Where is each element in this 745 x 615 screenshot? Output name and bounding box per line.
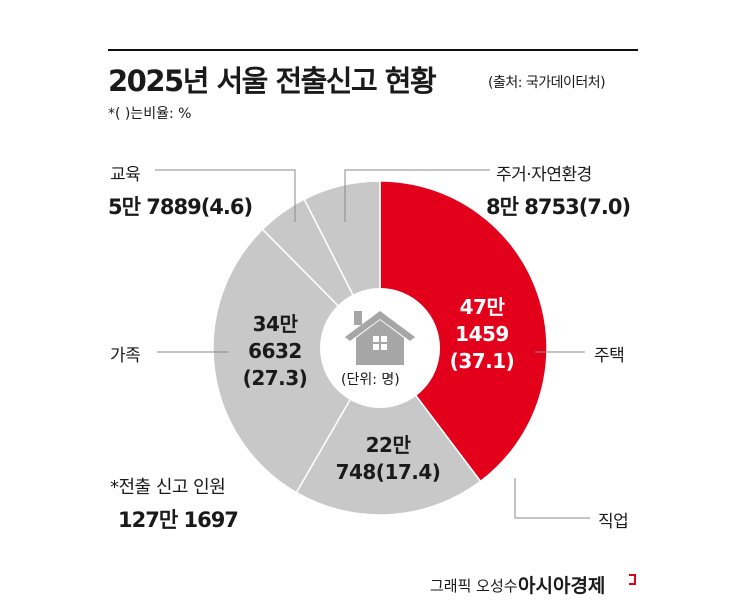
slice-label-job: 22만 748(17.4) (318, 432, 458, 486)
housing-percent: (37.1) (449, 349, 515, 373)
leader-line-job (514, 478, 590, 519)
brand-logo: 아시아경제 (518, 575, 606, 597)
chart-title: 2025년 서울 전출신고 현황 (108, 64, 437, 98)
label-family: 가족 (110, 346, 141, 366)
family-value-l1: 34만 (252, 312, 298, 336)
unit-label: (단위: 명) (341, 372, 400, 388)
value-environment: 8만 8753(7.0) (486, 195, 631, 219)
label-education: 교육 (110, 165, 141, 185)
job-value-l1: 22만 (365, 433, 411, 457)
source-note: (출처: 국가데이터처) (488, 75, 606, 91)
housing-value-l1: 47만 (459, 295, 505, 319)
job-value-l2: 748(17.4) (335, 460, 441, 484)
slice-1 (295, 346, 482, 516)
label-job: 직업 (598, 512, 629, 532)
label-housing: 주택 (594, 346, 625, 366)
housing-value-l2: 1459 (455, 322, 509, 346)
label-environment: 주거·자연환경 (496, 165, 592, 185)
slice-label-housing: 47만 1459 (37.1) (447, 294, 517, 375)
house-icon (345, 311, 415, 365)
value-education: 5만 7889(4.6) (108, 195, 253, 219)
leader-line-education (155, 169, 296, 222)
family-percent: (27.3) (242, 366, 308, 390)
brand-mark-icon (629, 574, 636, 585)
leader-line-environment (344, 169, 490, 222)
family-value-l2: 6632 (248, 339, 302, 363)
total-label: *전출 신고 인원 (110, 477, 226, 498)
percent-note: *( )는비율: % (108, 106, 192, 122)
graphic-credit: 그래픽 오성수 (430, 577, 518, 595)
slice-2 (212, 228, 381, 494)
slice-0 (379, 180, 548, 483)
slice-label-family: 34만 6632 (27.3) (240, 311, 310, 392)
total-value: 127만 1697 (118, 508, 239, 532)
top-rule (108, 49, 638, 51)
